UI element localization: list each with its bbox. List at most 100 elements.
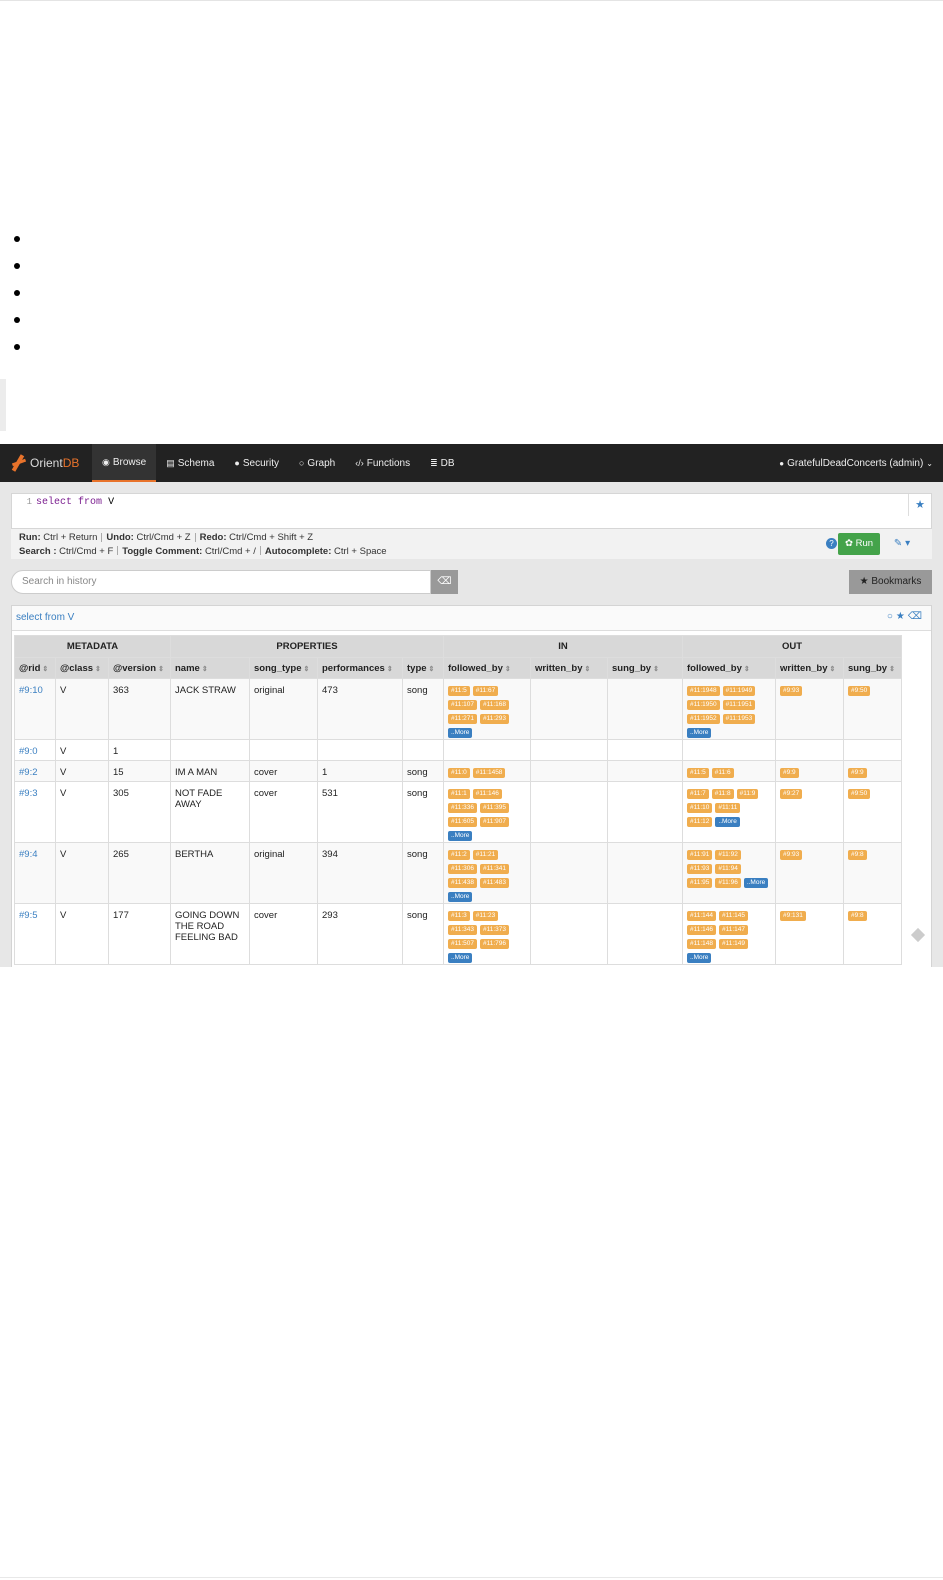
- column-header[interactable]: song_type ⇕: [249, 657, 318, 679]
- column-header[interactable]: sung_by ⇕: [843, 657, 902, 679]
- link-badge[interactable]: #11:343: [448, 925, 478, 935]
- link-badge[interactable]: #11:1948: [687, 686, 720, 696]
- link-badge[interactable]: #11:1: [448, 789, 470, 799]
- link-badge[interactable]: #11:1952: [687, 714, 720, 724]
- link-badge[interactable]: #11:107: [448, 700, 478, 710]
- link-badge[interactable]: #11:2: [448, 850, 470, 860]
- link-badge[interactable]: #11:271: [448, 714, 478, 724]
- link-badge[interactable]: #11:293: [480, 714, 510, 724]
- link-badge[interactable]: #9:131: [780, 911, 806, 921]
- link-badge[interactable]: #11:8: [711, 789, 734, 799]
- star-icon[interactable]: ★: [908, 494, 931, 516]
- link-badge[interactable]: #11:1953: [722, 714, 756, 724]
- link-badge[interactable]: #11:5: [448, 686, 470, 696]
- link-badge[interactable]: #11:9: [736, 789, 759, 799]
- sort-icon[interactable]: ⇕: [42, 665, 49, 673]
- sort-icon[interactable]: ⇕: [303, 665, 310, 673]
- clear-history-button[interactable]: ⌫: [431, 570, 458, 594]
- link-badge[interactable]: #9:9: [780, 768, 799, 778]
- link-badge[interactable]: #11:21: [472, 850, 499, 860]
- sort-icon[interactable]: ⇕: [504, 665, 511, 673]
- query-text[interactable]: select from V: [36, 497, 114, 508]
- link-badge[interactable]: #11:341: [480, 864, 510, 874]
- column-header[interactable]: @rid ⇕: [14, 657, 56, 679]
- link-badge[interactable]: #11:373: [480, 925, 510, 935]
- link-badge[interactable]: #11:6: [711, 768, 734, 778]
- link-badge[interactable]: #11:395: [480, 803, 510, 813]
- query-editor[interactable]: 1 select from V ★: [11, 493, 932, 529]
- trash-icon[interactable]: ⌫: [907, 611, 925, 622]
- column-header[interactable]: type ⇕: [402, 657, 444, 679]
- more-button[interactable]: ..More: [448, 728, 473, 738]
- link-badge[interactable]: #11:144: [687, 911, 717, 921]
- link-badge[interactable]: #9:8: [848, 911, 867, 921]
- link-badge[interactable]: #11:1950: [687, 700, 720, 710]
- cell-value[interactable]: #9:10: [19, 685, 43, 696]
- link-badge[interactable]: #11:7: [687, 789, 709, 799]
- bookmarks-button[interactable]: ★ Bookmarks: [849, 570, 932, 594]
- link-badge[interactable]: #9:8: [848, 850, 867, 860]
- link-badge[interactable]: #11:336: [448, 803, 478, 813]
- cell-value[interactable]: #9:0: [19, 746, 38, 757]
- link-badge[interactable]: #11:796: [480, 939, 510, 949]
- link-badge[interactable]: #11:168: [480, 700, 510, 710]
- link-badge[interactable]: #11:1458: [472, 768, 506, 778]
- more-button[interactable]: ..More: [715, 817, 740, 827]
- orientdb-logo[interactable]: OrientDB: [0, 454, 92, 472]
- link-badge[interactable]: #9:27: [780, 789, 803, 799]
- help-icon[interactable]: ?: [826, 538, 837, 549]
- link-badge[interactable]: #11:483: [480, 878, 510, 888]
- link-badge[interactable]: #11:93: [687, 864, 713, 874]
- cell-value[interactable]: #9:4: [19, 849, 38, 860]
- star-icon[interactable]: ★: [895, 611, 908, 622]
- link-badge[interactable]: #11:12: [687, 817, 713, 827]
- sort-icon[interactable]: ⇕: [584, 665, 591, 673]
- link-badge[interactable]: #11:438: [448, 878, 478, 888]
- refresh-icon[interactable]: ○: [886, 611, 896, 622]
- cell-value[interactable]: #9:5: [19, 910, 38, 921]
- column-header[interactable]: followed_by ⇕: [443, 657, 531, 679]
- column-header[interactable]: sung_by ⇕: [607, 657, 683, 679]
- link-badge[interactable]: #11:67: [472, 686, 499, 696]
- more-button[interactable]: ..More: [743, 878, 769, 888]
- link-badge[interactable]: #11:507: [448, 939, 478, 949]
- link-badge[interactable]: #11:10: [687, 803, 713, 813]
- link-badge[interactable]: #9:50: [848, 686, 871, 696]
- more-button[interactable]: ..More: [687, 953, 712, 963]
- link-badge[interactable]: #11:605: [448, 817, 478, 827]
- wrench-icon[interactable]: ✎ ▾: [893, 538, 911, 549]
- column-header[interactable]: performances ⇕: [317, 657, 403, 679]
- sort-icon[interactable]: ⇕: [386, 665, 393, 673]
- link-badge[interactable]: #9:93: [780, 850, 803, 860]
- link-badge[interactable]: #11:1949: [722, 686, 756, 696]
- link-badge[interactable]: #11:1951: [722, 700, 756, 710]
- nav-db[interactable]: ≣ DB: [420, 444, 464, 482]
- link-badge[interactable]: #11:146: [687, 925, 717, 935]
- run-button[interactable]: ✿ Run: [838, 533, 880, 555]
- history-search-input[interactable]: Search in history: [11, 570, 431, 594]
- link-badge[interactable]: #11:94: [715, 864, 741, 874]
- sort-icon[interactable]: ⇕: [201, 665, 208, 673]
- more-button[interactable]: ..More: [687, 728, 712, 738]
- cell-value[interactable]: #9:2: [19, 767, 38, 778]
- column-header[interactable]: name ⇕: [170, 657, 250, 679]
- sort-icon[interactable]: ⇕: [653, 665, 659, 673]
- column-header[interactable]: followed_by ⇕: [682, 657, 776, 679]
- nav-security[interactable]: ● Security: [224, 444, 289, 482]
- link-badge[interactable]: #9:93: [780, 686, 803, 696]
- link-badge[interactable]: #11:146: [472, 789, 502, 799]
- sort-icon[interactable]: ⇕: [428, 665, 435, 673]
- link-badge[interactable]: #11:96: [715, 878, 741, 888]
- nav-graph[interactable]: ○ Graph: [289, 444, 345, 482]
- cell-value[interactable]: #9:3: [19, 788, 38, 799]
- more-button[interactable]: ..More: [448, 953, 473, 963]
- results-title[interactable]: select from V: [16, 612, 75, 623]
- link-badge[interactable]: #11:91: [687, 850, 713, 860]
- link-badge[interactable]: #11:907: [480, 817, 510, 827]
- link-badge[interactable]: #11:148: [687, 939, 717, 949]
- link-badge[interactable]: #11:3: [448, 911, 470, 921]
- link-badge[interactable]: #11:147: [719, 925, 749, 935]
- link-badge[interactable]: #9:50: [848, 789, 871, 799]
- link-badge[interactable]: #11:149: [719, 939, 749, 949]
- link-badge[interactable]: #11:23: [472, 911, 499, 921]
